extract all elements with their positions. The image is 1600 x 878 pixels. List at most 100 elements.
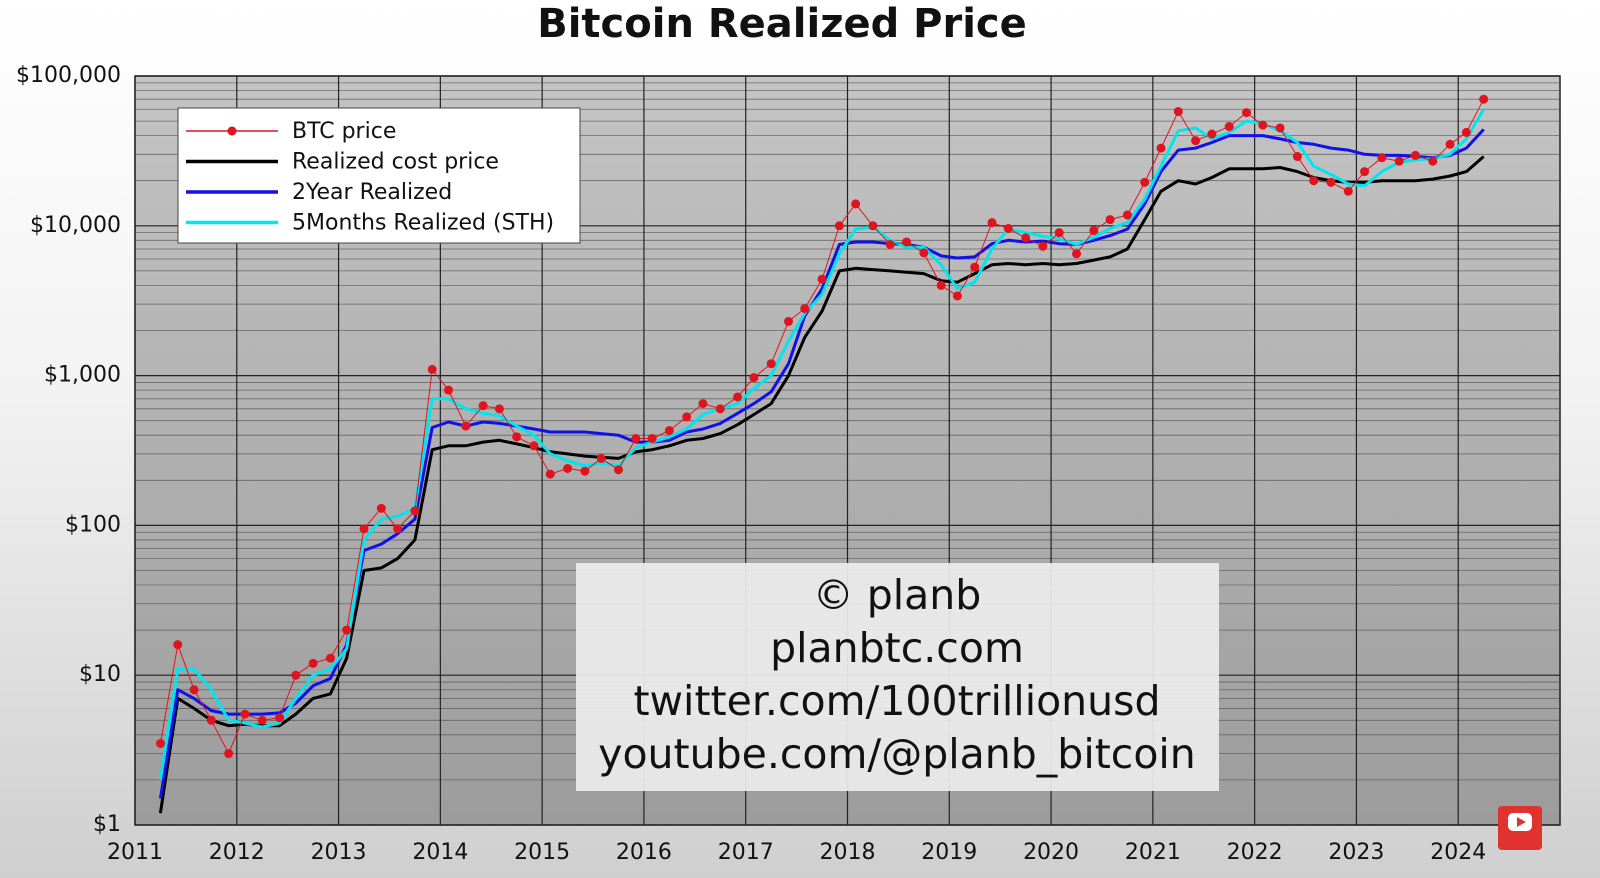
y-tick-label: $100,000 [16,63,121,88]
data-point [1122,210,1132,220]
legend-label: Realized cost price [292,150,499,175]
data-point [240,709,250,719]
data-point [1105,215,1115,225]
y-tick-label: $10,000 [30,213,121,238]
data-point [444,385,453,395]
x-tick-label: 2011 [107,840,163,865]
data-point [563,463,573,473]
data-point [1360,167,1370,177]
data-point [970,262,980,272]
series-line [158,155,1485,814]
x-tick-label: 2014 [412,840,468,865]
data-point [851,199,861,209]
data-point [800,304,810,314]
data-point [1394,156,1404,166]
data-point [919,248,929,258]
data-point [817,274,827,284]
data-point [1054,228,1064,238]
legend-label: 2Year Realized [292,180,452,205]
data-point [715,404,725,414]
data-point [257,715,267,725]
data-point [224,749,234,759]
legend-label: BTC price [292,119,396,144]
annotation-text: planbtc.com [770,624,1024,672]
data-point [1428,156,1438,166]
data-point [987,218,997,228]
data-point [1461,127,1471,137]
data-point [359,524,369,534]
data-point [545,469,555,479]
chart-title: Bitcoin Realized Price [537,1,1027,47]
data-point [1292,152,1302,162]
annotation-text: twitter.com/100trillionusd [633,677,1160,725]
data-point [1038,241,1048,251]
legend-marker [227,126,237,136]
data-point [206,715,216,725]
x-tick-label: 2017 [718,840,774,865]
series-layer [155,94,1489,814]
annotation-box [576,563,1219,791]
data-point [1089,226,1099,236]
data-point [1156,143,1166,153]
data-point [1377,153,1387,163]
x-tick-label: 2019 [921,840,977,865]
data-point [1343,186,1353,196]
data-point [427,364,437,374]
data-point [291,670,301,680]
data-point [596,453,606,463]
x-tick-label: 2021 [1125,840,1181,865]
data-point [1173,106,1183,116]
data-point [698,399,708,409]
data-point [512,432,522,442]
data-point [342,625,352,635]
data-point [1207,129,1217,139]
data-point [936,280,946,290]
data-point [1275,123,1285,133]
x-tick-label: 2020 [1023,840,1079,865]
data-point [155,738,165,748]
legend: BTC price Realized cost price 2Year Realiz… [177,107,581,244]
data-point [834,221,844,231]
data-point [1140,177,1150,187]
data-point [275,713,285,723]
data-point [1021,233,1031,243]
y-tick-label: $10 [79,662,121,687]
data-point [885,240,895,250]
data-point [461,421,471,431]
data-point [783,316,793,326]
x-tick-label: 2022 [1227,840,1283,865]
annotation-text: © planb [813,571,982,619]
data-point [613,465,623,475]
data-point [1258,120,1268,130]
data-point [376,503,386,513]
data-point [1242,108,1251,118]
subscribe-icon [1498,806,1542,850]
x-tick-label: 2018 [820,840,876,865]
legend-label: 5Months Realized (STH) [292,211,554,236]
data-point [733,392,743,402]
data-point [749,373,759,383]
data-point [529,441,539,451]
data-point [308,658,318,668]
y-tick-label: $100 [65,512,121,537]
data-point [410,506,420,516]
data-point [1072,249,1082,259]
play-icon [1517,817,1526,827]
x-tick-label: 2015 [514,840,570,865]
data-point [647,434,657,444]
x-tick-label: 2023 [1328,840,1384,865]
data-point [494,404,504,414]
data-point [902,237,912,247]
data-point [1479,94,1489,104]
watermark: © planb planbtc.com twitter.com/100trillio… [576,563,1219,791]
data-point [1224,122,1234,132]
series-line [158,128,1485,799]
data-point [393,524,403,534]
data-point [766,359,776,369]
data-point [868,221,878,231]
data-point [1003,223,1013,233]
annotation-text: youtube.com/@planb_bitcoin [598,730,1196,778]
data-point [189,685,199,695]
